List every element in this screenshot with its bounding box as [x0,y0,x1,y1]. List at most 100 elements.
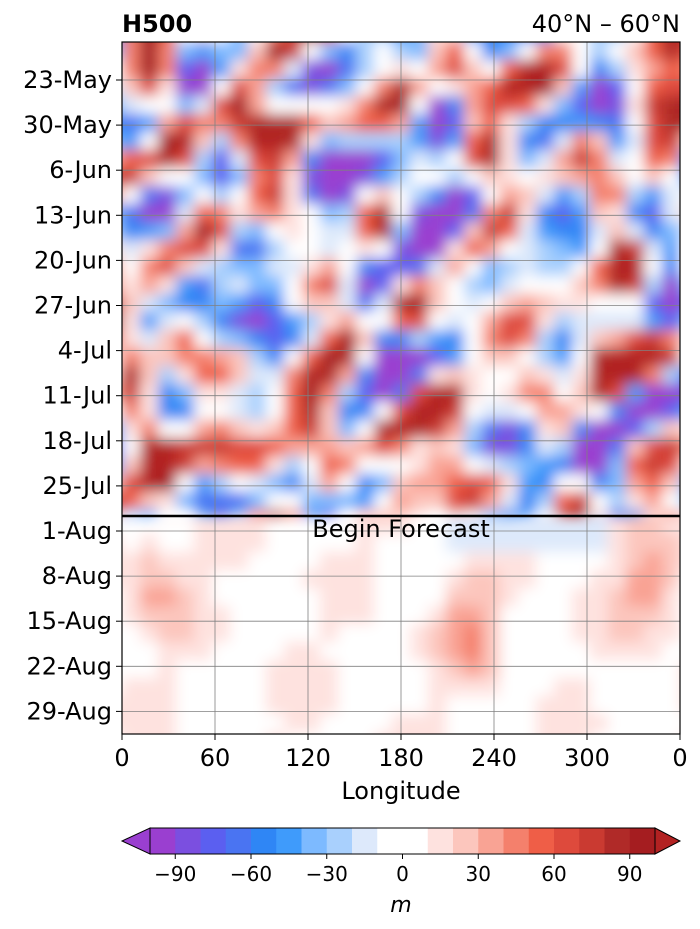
forecast-cell [572,642,591,661]
field-cell [212,420,231,439]
field-cell [590,474,609,493]
forecast-cell [428,570,447,589]
forecast-cell [680,606,699,625]
field-cell [140,312,159,331]
field-cell [446,258,465,277]
forecast-cell [302,642,321,661]
field-cell [608,240,627,259]
field-cell [500,366,519,385]
field-cell [626,330,645,349]
forecast-cell [644,624,663,643]
field-cell [572,168,591,187]
field-cell [158,240,177,259]
field-cell [356,474,375,493]
field-cell [212,276,231,295]
field-cell [536,456,555,475]
field-cell [248,114,267,133]
forecast-cell [410,588,429,607]
field-cell [338,168,357,187]
forecast-cell [320,678,339,697]
forecast-cell [176,696,195,715]
forecast-cell [410,606,429,625]
field-cell [464,456,483,475]
colorbar-swatch [453,828,479,854]
forecast-cell [392,570,411,589]
field-cell [482,222,501,241]
forecast-cell [554,732,573,734]
forecast-cell [392,552,411,571]
field-cell [140,438,159,457]
y-tick-label: 27-Jun [34,292,112,320]
forecast-cell [446,678,465,697]
field-cell [446,438,465,457]
forecast-cell [536,606,555,625]
colorbar-swatch [326,828,353,854]
field-cell [626,258,645,277]
field-cell [410,456,429,475]
field-cell [662,42,680,61]
forecast-cell [266,696,285,715]
field-cell [500,186,519,205]
field-cell [266,384,285,403]
forecast-cell [284,660,303,679]
field-cell [302,384,321,403]
field-cell [302,222,321,241]
field-cell [302,186,321,205]
forecast-cell [284,696,303,715]
forecast-cell [608,732,627,734]
forecast-cell [626,552,645,571]
field-cell [608,60,627,79]
forecast-cell [176,750,195,769]
field-cell [284,420,303,439]
field-cell [554,366,573,385]
forecast-cell [302,624,321,643]
field-cell [338,402,357,421]
field-cell [212,132,231,151]
field-cell [284,312,303,331]
field-cell [536,402,555,421]
field-cell [140,420,159,439]
field-cell [158,60,177,79]
forecast-cell [212,624,231,643]
field-cell [320,204,339,223]
field-cell [248,474,267,493]
forecast-cell [194,642,213,661]
forecast-cell [356,606,375,625]
forecast-cell [122,642,141,661]
field-cell [572,114,591,133]
field-cell [212,366,231,385]
forecast-cell [320,732,339,734]
begin-forecast-label: Begin Forecast [312,515,490,543]
field-cell [230,366,249,385]
field-cell [644,168,663,187]
field-cell [176,168,195,187]
field-cell [230,348,249,367]
field-cell [482,240,501,259]
field-cell [158,204,177,223]
field-cell [266,312,285,331]
field-cell [230,312,249,331]
field-cell [158,96,177,115]
field-cell [590,186,609,205]
field-cell [284,186,303,205]
forecast-cell [392,606,411,625]
field-cell [212,42,231,61]
field-cell [392,384,411,403]
forecast-cell [590,606,609,625]
forecast-cell [338,534,357,553]
forecast-cell [266,624,285,643]
y-tick-label: 8-Aug [42,562,112,590]
forecast-cell [644,714,663,733]
field-cell [662,60,680,79]
field-cell [122,312,141,331]
forecast-cell [284,516,303,535]
forecast-cell [428,624,447,643]
field-cell [428,294,447,313]
field-cell [122,258,141,277]
field-cell [356,384,375,403]
field-cell [500,438,519,457]
field-cell [482,60,501,79]
forecast-cell [356,750,375,769]
field-cell [644,492,663,511]
field-cell [518,132,537,151]
